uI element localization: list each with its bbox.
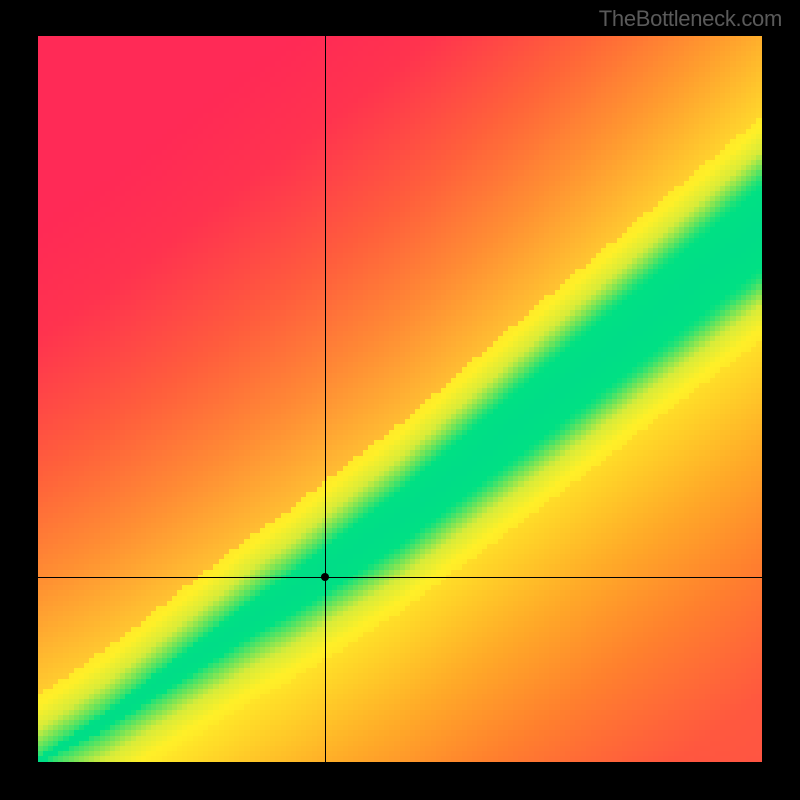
chart-container: TheBottleneck.com bbox=[0, 0, 800, 800]
crosshair-horizontal bbox=[38, 577, 762, 578]
crosshair-vertical bbox=[325, 36, 326, 762]
crosshair-marker bbox=[321, 573, 329, 581]
heatmap-canvas bbox=[38, 36, 762, 762]
watermark-text: TheBottleneck.com bbox=[599, 6, 782, 32]
plot-area bbox=[38, 36, 762, 762]
